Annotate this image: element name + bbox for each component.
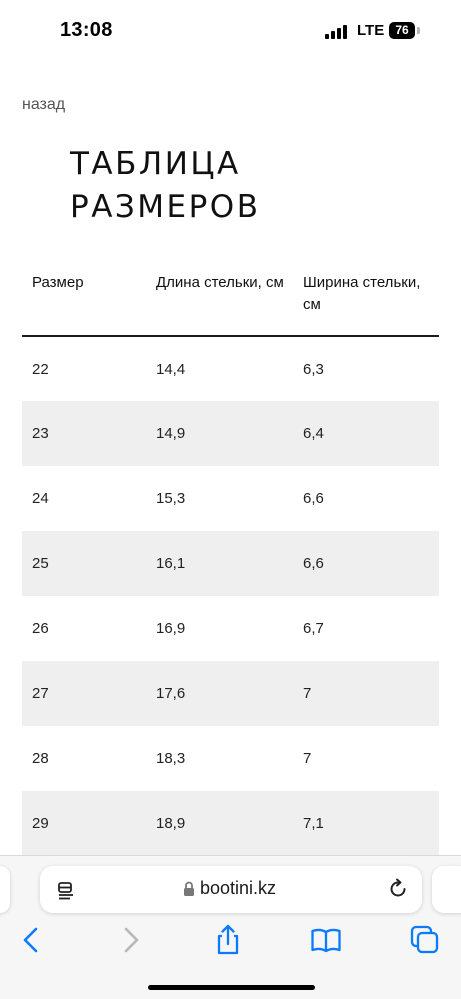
cell-insole-length: 18,3: [156, 750, 186, 767]
cell-insole-length: 16,1: [156, 531, 303, 596]
cell-insole-width: 6,6: [303, 490, 324, 507]
battery-icon: 76: [389, 22, 415, 39]
table-row: 22 14,4 6,3: [22, 336, 439, 401]
column-header-insole-length: Длина стельки, см: [156, 268, 303, 337]
table-row: 27 17,6 7: [22, 661, 439, 726]
cell-size: 27: [22, 661, 156, 726]
cell-insole-length: 18,9: [156, 791, 303, 856]
back-link[interactable]: назад: [22, 96, 66, 113]
table-row: 25 16,1 6,6: [22, 531, 439, 596]
status-time: 13:08: [60, 19, 113, 41]
forward-icon[interactable]: [114, 923, 148, 957]
column-header-size: Размер: [22, 268, 156, 337]
reader-icon[interactable]: [56, 880, 76, 900]
cell-insole-length: 14,4: [156, 360, 186, 378]
page-title: ТАБЛИЦА РАЗМЕРОВ: [70, 143, 390, 229]
page-title-line-1: ТАБЛИЦА: [70, 146, 241, 182]
network-type: LTE: [357, 22, 385, 39]
cell-insole-length: 14,9: [156, 401, 303, 466]
browser-toolbar: bootini.kz: [0, 855, 461, 999]
table-row: 28 18,3 7: [22, 726, 439, 791]
cell-insole-width: 6,7: [303, 620, 324, 637]
cell-size: 23: [22, 401, 156, 466]
size-table: Размер Длина стельки, см Ширина стельки,…: [22, 268, 439, 856]
column-header-insole-width: Ширина стельки, см: [303, 268, 439, 337]
cell-size: 29: [22, 791, 156, 856]
reload-icon[interactable]: [387, 878, 409, 900]
cell-insole-length: 15,3: [156, 490, 186, 507]
cell-size: 26: [32, 620, 49, 637]
cell-insole-length: 17,6: [156, 661, 303, 726]
table-row: 29 18,9 7,1: [22, 791, 439, 856]
back-icon[interactable]: [14, 923, 48, 957]
cell-size: 22: [32, 360, 49, 378]
cell-size: 25: [22, 531, 156, 596]
table-row: 24 15,3 6,6: [22, 466, 439, 531]
battery-cap: [417, 27, 420, 34]
next-tab-peek[interactable]: [432, 866, 461, 913]
lock-icon: [184, 881, 194, 896]
table-row: 26 16,9 6,7: [22, 596, 439, 661]
share-icon[interactable]: [211, 923, 245, 957]
cell-insole-width: 7: [303, 661, 439, 726]
previous-tab-peek[interactable]: [0, 866, 10, 913]
bookmarks-icon[interactable]: [309, 923, 343, 957]
signal-icon: [325, 25, 349, 39]
tabs-icon[interactable]: [408, 923, 442, 957]
home-indicator: [148, 985, 315, 990]
cell-insole-length: 16,9: [156, 620, 186, 637]
status-bar: 13:08 LTE 76: [0, 0, 461, 60]
cell-insole-width: 7,1: [303, 791, 439, 856]
url-text[interactable]: bootini.kz: [200, 878, 277, 898]
table-header-row: Размер Длина стельки, см Ширина стельки,…: [22, 268, 439, 337]
cell-size: 24: [32, 490, 49, 507]
address-bar[interactable]: bootini.kz: [40, 866, 422, 913]
cell-insole-width: 7: [303, 750, 312, 767]
page-title-line-2: РАЗМЕРОВ: [70, 189, 261, 225]
table-row: 23 14,9 6,4: [22, 401, 439, 466]
cell-insole-width: 6,6: [303, 531, 439, 596]
cell-insole-width: 6,3: [303, 360, 324, 378]
cell-insole-width: 6,4: [303, 401, 439, 466]
cell-size: 28: [32, 750, 49, 767]
